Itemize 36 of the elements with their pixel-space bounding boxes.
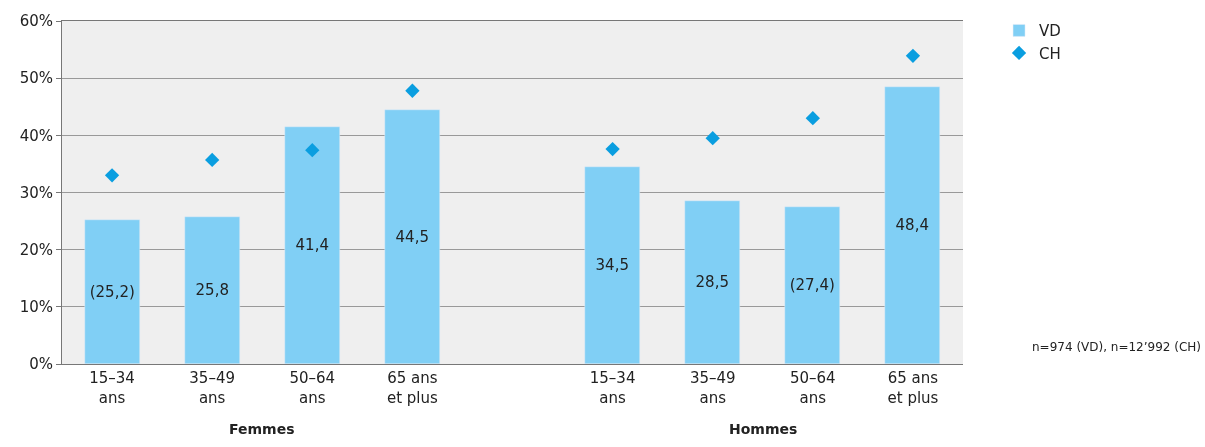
data-label: 28,5	[695, 273, 729, 292]
point	[805, 111, 820, 126]
y-tick-label: 0%	[29, 355, 53, 374]
point	[305, 143, 320, 158]
legend-label: CH	[1039, 44, 1061, 63]
x-tick-label: 15–34 ans	[89, 369, 135, 407]
x-tick-label: 65 ans et plus	[887, 369, 939, 407]
point	[905, 48, 921, 64]
y-tick-label: 60%	[19, 12, 53, 31]
data-label: (27,4)	[789, 276, 835, 295]
text: n=974 (VD), n=12’992 (CH)	[1032, 340, 1202, 354]
point	[205, 152, 220, 168]
data-label: 41,4	[295, 236, 329, 255]
data-label: 34,5	[595, 256, 629, 275]
text: Femmes	[229, 421, 295, 437]
y-tick-label: 30%	[19, 183, 53, 202]
y-tick-label: 40%	[19, 126, 53, 145]
x-tick-label: 35–49 ans	[689, 369, 736, 407]
data-label: 25,8	[195, 281, 229, 300]
y-tick-label: 20%	[19, 240, 53, 259]
data-label: 44,5	[395, 227, 429, 246]
x-tick-label: 50–64 ans	[289, 369, 336, 407]
legend-label: VD	[1039, 22, 1061, 41]
point	[104, 168, 120, 183]
text: Hommes	[729, 421, 798, 437]
x-tick-label: 65 ans et plus	[386, 369, 439, 407]
x-tick-label: 15–34 ans	[589, 369, 636, 407]
point	[605, 141, 620, 157]
point	[405, 83, 420, 98]
data-label: (25,2)	[89, 282, 135, 301]
data-label: 48,4	[895, 216, 929, 235]
point	[705, 131, 720, 146]
x-tick-label: 35–49 ans	[189, 369, 236, 407]
y-tick-label: 50%	[19, 69, 53, 88]
y-tick-label: 10%	[19, 298, 53, 317]
x-tick-label: 50–64 ans	[789, 369, 836, 407]
